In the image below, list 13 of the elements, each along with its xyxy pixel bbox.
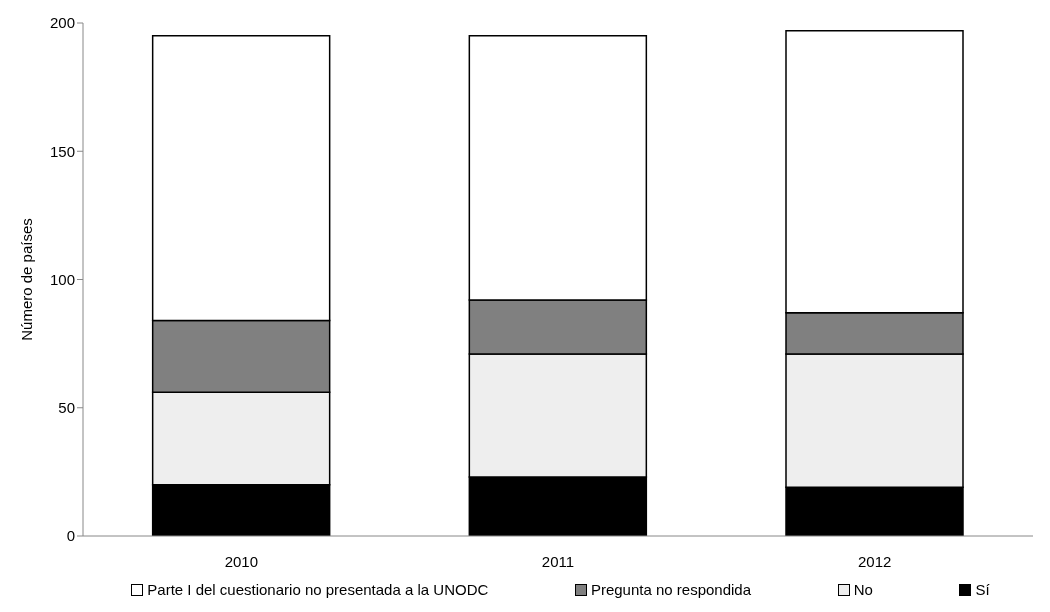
x-tick-label: 2012 [857,552,892,570]
y-tick-label: 0 [66,527,75,545]
x-tick-label: 2011 [541,552,575,570]
legend-label: Sí [974,581,990,598]
y-tick-label: 50 [58,399,75,417]
x-tick-label: 2010 [224,552,259,570]
legend-label: Pregunta no respondida [589,581,752,598]
legend-label: No [852,581,873,598]
y-tick-label: 150 [49,142,75,160]
y-axis-title: Número de países [18,218,36,341]
y-tick-label: 200 [49,14,75,32]
legend-label: Parte I del cuestionario no presentada a la UNODC [146,581,489,598]
y-tick-label: 100 [49,270,75,288]
